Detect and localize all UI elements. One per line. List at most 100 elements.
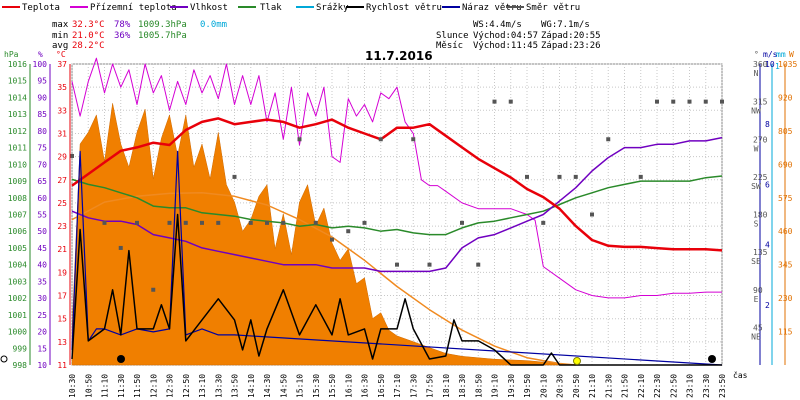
stat-max-label: max <box>52 20 69 30</box>
x-tick-label: 11:10 <box>101 374 110 398</box>
wind-dir-point <box>330 237 334 242</box>
moon-set-marker-icon <box>708 355 716 363</box>
x-tick-label: 14:30 <box>263 374 272 398</box>
x-tick-label: 22:50 <box>669 374 678 398</box>
x-tick-label: 23:50 <box>718 374 727 398</box>
ground-temp-line <box>71 57 722 299</box>
wind-tick-label: 10 <box>765 60 775 69</box>
wind-dir-point <box>232 174 237 179</box>
unit-rain: mm <box>776 50 786 59</box>
stat-min-temp: 21.0°C <box>72 31 105 41</box>
temp-tick-label: 21 <box>57 245 67 254</box>
temp-tick-label: 33 <box>57 106 67 115</box>
wind-dir-point <box>265 220 269 225</box>
wind-dir-point <box>655 99 659 104</box>
x-tick-label: 13:10 <box>198 374 207 398</box>
x-tick-label: 12:10 <box>149 374 158 398</box>
unit-deg: ° <box>754 50 759 59</box>
chart-title: 11.7.2016 <box>365 49 433 63</box>
x-tick-label: 15:30 <box>312 374 321 398</box>
dir-compass-label: N <box>754 69 759 78</box>
x-tick-label: 21:30 <box>604 374 613 398</box>
legend-tlak: Tlak <box>260 3 282 13</box>
solar-tick-label: 460 <box>778 227 793 236</box>
stat-moon-label: Měsíc <box>436 41 463 51</box>
wind-dir-point <box>671 99 676 104</box>
wind-dir-point <box>167 220 172 225</box>
x-tick-label: 23:30 <box>702 374 711 398</box>
solar-tick-label: 1035 <box>778 60 797 69</box>
hum-tick-label: 90 <box>37 93 47 102</box>
x-tick-label: 13:50 <box>231 374 240 398</box>
wind-tick-label: 2 <box>765 301 770 310</box>
solar-tick-label: 690 <box>778 160 793 169</box>
temp-tick-label: 27 <box>57 176 67 185</box>
stat-min-press: 1005.7hPa <box>138 31 187 41</box>
hum-tick-label: 45 <box>37 244 47 253</box>
dir-compass-label: E <box>754 295 759 304</box>
temp-tick-label: 35 <box>57 83 67 92</box>
x-tick-label: 14:10 <box>247 374 256 398</box>
x-tick-label: 10:50 <box>84 374 93 398</box>
temp-tick-label: 29 <box>57 153 67 162</box>
hum-tick-label: 70 <box>37 160 47 169</box>
gust-line <box>71 150 723 366</box>
press-tick-label: 999 <box>13 344 28 353</box>
press-tick-label: 1004 <box>8 261 27 270</box>
temp-tick-label: 37 <box>57 60 67 69</box>
wind-dir-point <box>248 220 253 225</box>
press-tick-label: 1003 <box>8 277 27 286</box>
axes: 10:30 10:50 11:10 11:30 11:50 12:10 12:30 12:50… <box>8 60 798 398</box>
hum-tick-label: 65 <box>37 177 47 186</box>
stat-ws: WS:4.4m/s <box>473 20 522 30</box>
unit-hum: % <box>38 50 43 59</box>
wind-dir-point <box>525 174 529 179</box>
dir-tick-label: 135 <box>753 248 768 257</box>
legend-naraz-vetru: Náraz větru <box>462 3 522 13</box>
wind-dir-point <box>313 220 318 225</box>
stat-sun-label: Slunce <box>436 31 469 41</box>
unit-time: čas <box>733 370 748 380</box>
wind-dir-point <box>476 262 481 267</box>
solar-tick-label: 920 <box>778 93 793 102</box>
sunset-marker-icon <box>573 357 581 365</box>
x-tick-label: 11:30 <box>117 374 126 398</box>
x-tick-label: 20:30 <box>556 374 565 398</box>
wind-dir-point <box>297 137 302 142</box>
x-tick-label: 13:30 <box>214 374 223 398</box>
x-tick-label: 22:30 <box>653 374 662 398</box>
x-tick-label: 17:50 <box>426 374 435 398</box>
x-tick-label: 17:10 <box>393 374 402 398</box>
dir-tick-label: 270 <box>753 135 768 144</box>
press-tick-label: 1000 <box>8 328 27 337</box>
wind-dir-point <box>590 212 594 217</box>
series-lines <box>71 57 723 366</box>
unit-solar: W <box>789 50 794 59</box>
stat-max-rain: 0.0mm <box>200 20 227 30</box>
stat-wg: WG:7.1m/s <box>541 20 590 30</box>
x-tick-label: 18:10 <box>442 374 451 398</box>
unit-press: hPa <box>4 50 19 59</box>
wind-dir-point <box>492 99 497 104</box>
dir-tick-label: 225 <box>753 173 768 182</box>
temp-tick-label: 15 <box>57 315 67 324</box>
press-tick-label: 1010 <box>8 160 27 169</box>
hum-tick-label: 80 <box>37 127 47 136</box>
hum-tick-label: 75 <box>37 144 47 153</box>
solar-tick-label: 575 <box>778 194 793 203</box>
stat-max-temp: 32.3°C <box>72 20 105 30</box>
x-tick-label: 19:30 <box>507 374 516 398</box>
x-tick-label: 19:50 <box>523 374 532 398</box>
x-tick-label: 15:10 <box>296 374 305 398</box>
temperature-line <box>71 117 723 252</box>
hum-tick-label: 20 <box>37 328 47 337</box>
temp-tick-label: 19 <box>57 268 67 277</box>
wind-dir-point <box>557 174 562 179</box>
dir-tick-label: 90 <box>753 286 763 295</box>
hum-tick-label: 35 <box>37 277 47 286</box>
legend-prizemni-teplota: Přízemní teplota <box>90 3 177 13</box>
wind-dir-point <box>541 220 546 225</box>
dir-tick-label: 315 <box>753 98 768 107</box>
hum-tick-label: 15 <box>37 344 47 353</box>
wind-dir-point <box>687 99 692 104</box>
